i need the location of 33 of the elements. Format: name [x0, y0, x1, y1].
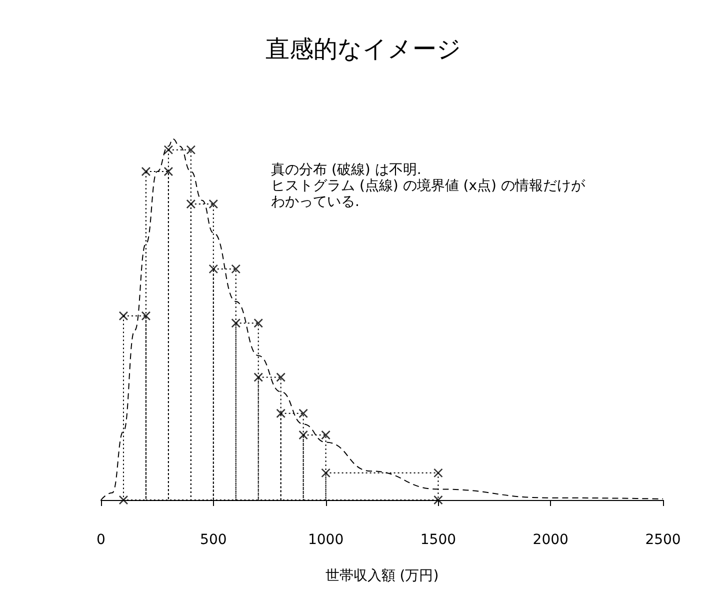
point	[254, 318, 264, 328]
point	[276, 372, 286, 382]
chart-title: 直感的なイメージ	[266, 35, 462, 63]
point	[434, 495, 443, 505]
point	[118, 495, 128, 505]
annotation: 真の分布 (破線) は不明.	[271, 162, 422, 178]
point	[254, 372, 264, 382]
x-tick-label: 2000	[532, 532, 568, 548]
annotation: わかっている.	[271, 194, 360, 210]
x-tick-label: 1500	[420, 532, 456, 548]
point	[186, 199, 196, 209]
point	[231, 318, 241, 328]
point	[186, 145, 196, 154]
point	[298, 408, 308, 418]
x-tick-label: 0	[96, 532, 106, 548]
point	[141, 311, 151, 321]
point	[208, 199, 218, 209]
x-axis-title: 世帯収入額 (万円)	[325, 568, 439, 584]
x-tick-label: 500	[200, 532, 227, 548]
x-tick-label: 2500	[645, 532, 681, 548]
point	[141, 166, 151, 176]
point	[434, 468, 443, 478]
point	[118, 311, 128, 321]
annotation: ヒストグラム (点線) の境界値 (x点) の情報だけが	[271, 178, 586, 194]
point	[164, 166, 174, 176]
point	[231, 264, 241, 274]
point	[208, 264, 218, 274]
point	[164, 145, 174, 154]
point	[298, 430, 308, 440]
point	[321, 430, 330, 440]
point	[276, 408, 286, 418]
x-tick-label: 1000	[308, 532, 344, 548]
point	[321, 468, 330, 478]
